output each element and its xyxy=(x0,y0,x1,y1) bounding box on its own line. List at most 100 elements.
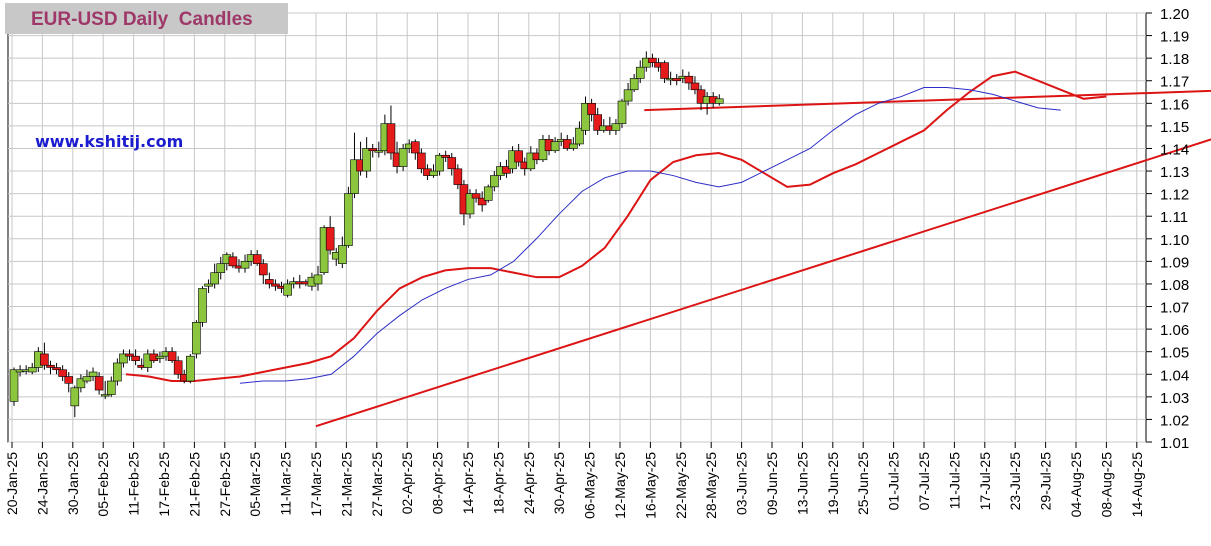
x-tick-label: 04-Aug-25 xyxy=(1068,452,1084,518)
candle-body xyxy=(660,62,669,79)
x-tick-label: 01-Jul-25 xyxy=(886,452,902,511)
x-tick-label: 11-Mar-25 xyxy=(278,452,294,516)
chart-title-box: EUR-USD Daily Candles xyxy=(5,3,288,34)
x-tick-label: 21-Feb-25 xyxy=(186,452,202,517)
candle-body xyxy=(575,127,584,145)
candle-body xyxy=(429,170,438,176)
candle-body xyxy=(471,193,481,199)
candle-body xyxy=(325,227,335,251)
candle-body xyxy=(192,322,201,355)
candle-body xyxy=(477,197,487,206)
candle-body xyxy=(350,159,359,194)
x-tick-label: 30-Apr-25 xyxy=(551,452,567,514)
candle-body xyxy=(228,256,238,267)
candle-body xyxy=(155,355,165,359)
y-tick-label: 1.17 xyxy=(1160,74,1189,91)
candle-body xyxy=(265,279,274,285)
candle-body xyxy=(119,353,128,364)
x-tick-label: 17-Feb-25 xyxy=(156,452,172,517)
trendline xyxy=(644,89,1211,112)
candle-body xyxy=(40,353,49,366)
y-tick-label: 1.14 xyxy=(1160,141,1189,158)
candle-body xyxy=(46,364,55,368)
x-tick-label: 23-Jul-25 xyxy=(1007,452,1023,511)
y-axis-ticks: 1.01 1.02 1.03 1.04 1.05 1.06 1.07 1.08 1.09 1.10… xyxy=(1146,6,1189,452)
candle-body xyxy=(64,376,74,384)
chart-title: EUR-USD Daily Candles xyxy=(31,9,253,30)
candle-body xyxy=(271,283,280,287)
y-tick-label: 1.07 xyxy=(1160,300,1189,317)
x-tick-label: 14-Apr-25 xyxy=(460,452,476,514)
candle-body xyxy=(167,351,177,362)
candle-body xyxy=(106,380,116,395)
candle-body xyxy=(398,148,408,167)
candles xyxy=(9,51,724,418)
x-tick-label: 27-Feb-25 xyxy=(217,452,233,517)
x-tick-label: 11-Feb-25 xyxy=(126,452,142,516)
y-tick-label: 1.19 xyxy=(1160,29,1189,46)
x-tick-label: 08-Aug-25 xyxy=(1098,452,1114,518)
trendline xyxy=(315,138,1211,428)
candle-body xyxy=(581,103,590,131)
candle-body xyxy=(131,355,140,362)
x-tick-label: 05-Feb-25 xyxy=(95,452,111,517)
candle-body xyxy=(70,387,80,407)
x-axis-ticks: 20-Jan-25 24-Jan-25 30-Jan-25 05-Feb-25 11-F… xyxy=(4,442,1145,519)
candle-body xyxy=(362,148,371,172)
x-tick-label: 03-Jun-25 xyxy=(734,452,750,515)
candle-body xyxy=(417,152,426,170)
x-tick-label: 17-Jul-25 xyxy=(977,452,993,511)
x-tick-label: 09-Jun-25 xyxy=(764,452,780,515)
candle-body xyxy=(186,355,195,382)
x-tick-label: 08-Apr-25 xyxy=(430,452,446,514)
candle-body xyxy=(490,175,499,188)
candle-body xyxy=(344,193,353,246)
candle-body xyxy=(617,100,627,124)
candle-body xyxy=(88,371,98,377)
y-tick-label: 1.06 xyxy=(1160,322,1189,339)
moving-average-slow xyxy=(239,87,1061,384)
candle-body xyxy=(76,378,86,389)
y-tick-label: 1.18 xyxy=(1160,51,1189,68)
candle-body xyxy=(441,154,450,158)
candle-body xyxy=(82,376,92,382)
y-tick-label: 1.09 xyxy=(1160,254,1189,271)
candle-body xyxy=(587,103,596,115)
candle-body xyxy=(52,367,61,371)
candle-body xyxy=(113,362,122,382)
candle-body xyxy=(204,283,213,287)
candle-body xyxy=(465,193,475,215)
candle-body xyxy=(338,245,347,264)
website-label: www.kshitij.com xyxy=(35,132,184,151)
y-tick-label: 1.11 xyxy=(1160,209,1188,226)
candle-body xyxy=(690,82,700,91)
x-tick-label: 20-Jan-25 xyxy=(4,452,20,515)
candle-body xyxy=(313,274,323,285)
candle-body xyxy=(684,75,694,84)
candle-body xyxy=(94,376,104,391)
y-tick-label: 1.16 xyxy=(1160,96,1189,113)
x-tick-label: 25-Jun-25 xyxy=(855,452,871,515)
candle-body xyxy=(648,57,657,63)
x-tick-label: 27-Mar-25 xyxy=(369,452,385,517)
candle-body xyxy=(283,283,292,296)
x-tick-label: 22-May-25 xyxy=(673,452,689,519)
x-tick-label: 17-Mar-25 xyxy=(308,452,324,517)
candle-body xyxy=(210,272,219,285)
candle-body xyxy=(240,261,250,269)
candle-body xyxy=(453,168,463,185)
candle-body xyxy=(435,154,444,172)
x-tick-label: 19-Jun-25 xyxy=(825,452,841,515)
y-tick-label: 1.03 xyxy=(1160,390,1189,407)
candle-body xyxy=(58,369,67,377)
candle-body xyxy=(368,148,378,152)
candle-body xyxy=(611,123,621,131)
moving-average-fast xyxy=(125,70,1107,383)
y-tick-label: 1.13 xyxy=(1160,164,1189,181)
candle-body xyxy=(374,150,384,153)
x-tick-label: 30-Jan-25 xyxy=(65,452,81,515)
candle-body xyxy=(714,98,724,104)
candle-body xyxy=(258,263,268,276)
x-tick-label: 21-Mar-25 xyxy=(338,452,354,517)
y-tick-label: 1.10 xyxy=(1160,232,1189,249)
